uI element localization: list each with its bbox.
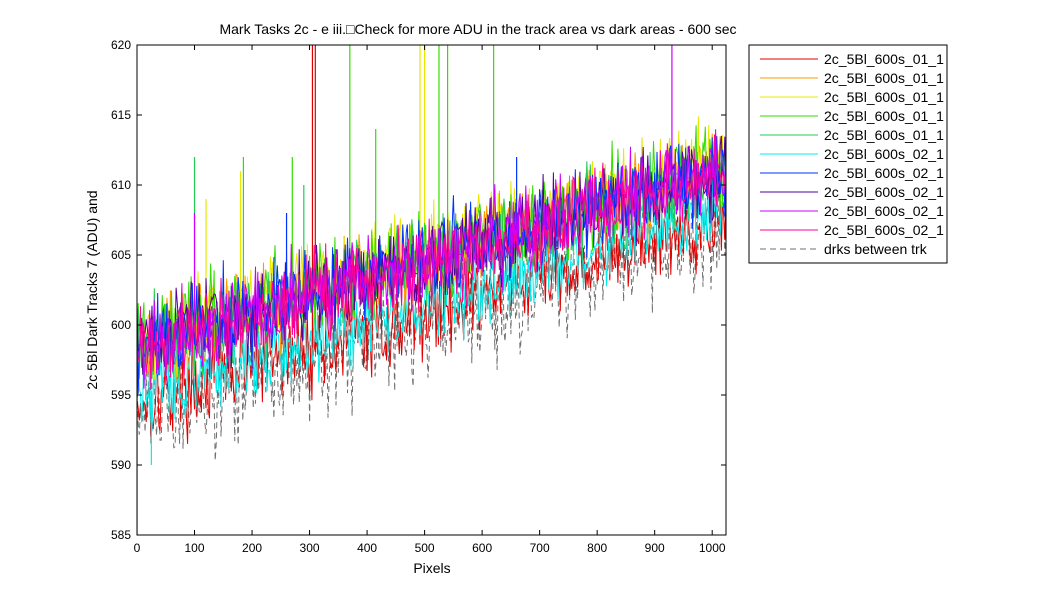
- legend-label: 2c_5Bl_600s_02_1: [824, 146, 944, 162]
- x-tick-label: 800: [587, 541, 607, 555]
- legend-label: 2c_5Bl_600s_02_1: [824, 184, 944, 200]
- y-tick-label: 600: [111, 318, 131, 332]
- x-tick-label: 700: [530, 541, 550, 555]
- x-tick-label: 200: [242, 541, 262, 555]
- legend-label: drks between trk: [824, 241, 928, 257]
- y-tick-label: 610: [111, 178, 131, 192]
- x-tick-label: 0: [134, 541, 141, 555]
- y-tick-label: 620: [111, 38, 131, 52]
- chart-title: Mark Tasks 2c - e iii.□Check for more AD…: [219, 21, 736, 37]
- series-line: [137, 134, 726, 391]
- y-tick-label: 605: [111, 248, 131, 262]
- legend-label: 2c_5Bl_600s_01_1: [824, 108, 944, 124]
- legend-label: 2c_5Bl_600s_01_1: [824, 51, 944, 67]
- x-tick-label: 300: [300, 541, 320, 555]
- plot-frame: [136, 44, 727, 536]
- y-tick-label: 595: [111, 388, 131, 402]
- y-tick-label: 585: [111, 528, 131, 542]
- x-axis-label: Pixels: [413, 560, 450, 576]
- y-tick-label: 590: [111, 458, 131, 472]
- x-tick-label: 400: [357, 541, 377, 555]
- legend: 2c_5Bl_600s_01_1 2c_5Bl_600s_01_1 2c_5Bl_6…: [748, 44, 948, 264]
- legend-label: 2c_5Bl_600s_01_1: [824, 127, 944, 143]
- x-tick-label: 500: [415, 541, 435, 555]
- y-axis-label: 2c 5Bl Dark Tracks 7 (ADU) and: [84, 190, 100, 389]
- x-axis: 0 100 200 300 400 500 600 700 800 900 1000: [134, 45, 726, 555]
- x-tick-label: 900: [645, 541, 665, 555]
- legend-label: 2c_5Bl_600s_01_1: [824, 89, 944, 105]
- x-tick-label: 1000: [699, 541, 726, 555]
- series-layer: [137, 45, 726, 535]
- y-tick-label: 615: [111, 108, 131, 122]
- x-tick-label: 100: [185, 541, 205, 555]
- x-tick-label: 600: [472, 541, 492, 555]
- legend-label: 2c_5Bl_600s_02_1: [824, 222, 944, 238]
- legend-label: 2c_5Bl_600s_02_1: [824, 203, 944, 219]
- y-axis: 585 590 595 600 605 610 615 620: [111, 38, 726, 542]
- legend-label: 2c_5Bl_600s_01_1: [824, 70, 944, 86]
- legend-label: 2c_5Bl_600s_02_1: [824, 165, 944, 181]
